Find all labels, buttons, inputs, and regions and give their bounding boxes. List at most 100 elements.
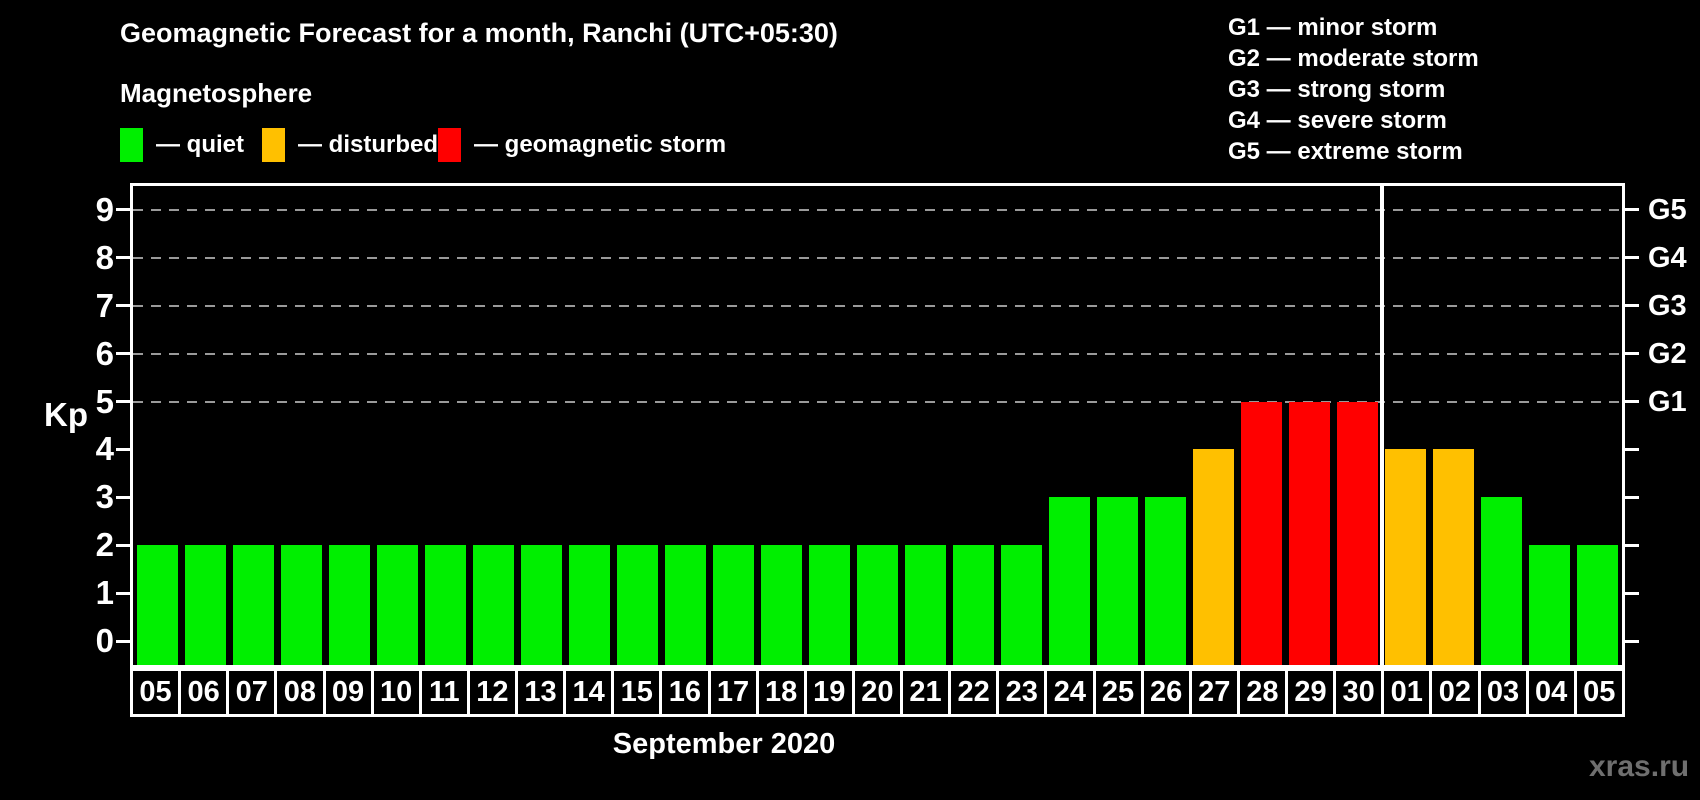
kp-bar <box>1097 497 1139 665</box>
y-axis-tick-label: 1 <box>95 574 114 612</box>
y-axis-tick-right <box>1625 256 1639 260</box>
g-axis-label: G3 <box>1648 289 1687 322</box>
x-axis-date-cell: 10 <box>370 668 422 717</box>
kp-bar <box>953 545 995 665</box>
g-axis-label: G5 <box>1648 193 1687 226</box>
x-axis-date-cell: 19 <box>803 668 855 717</box>
y-axis-tick-label: 5 <box>95 382 114 420</box>
y-axis-tick-left <box>116 400 130 404</box>
legend-swatch-geomagnetic-storm <box>438 128 461 162</box>
kp-bar <box>1577 545 1619 665</box>
x-axis-date-cell: 13 <box>515 668 567 717</box>
x-axis-date-cell: 01 <box>1381 668 1433 717</box>
kp-bar <box>1529 545 1571 665</box>
x-axis-date-cell: 05 <box>1573 668 1625 717</box>
x-axis-date-cell: 29 <box>1285 668 1337 717</box>
y-axis-tick-label: 4 <box>95 430 114 468</box>
y-axis-tick-right <box>1625 304 1639 308</box>
gridline-kp5 <box>133 400 1622 403</box>
x-axis-date-cell: 24 <box>1044 668 1096 717</box>
kp-bar <box>520 545 562 665</box>
y-axis-tick-label: 3 <box>95 478 114 516</box>
x-axis-date-cell: 11 <box>418 668 470 717</box>
magnetosphere-legend: — quiet — disturbed — geomagnetic storm <box>0 128 1700 168</box>
y-axis-tick-left <box>116 591 130 595</box>
kp-bar <box>856 545 898 665</box>
kp-bar <box>1433 449 1475 665</box>
kp-bar <box>568 545 610 665</box>
legend-item: — disturbed <box>262 128 438 162</box>
kp-bar <box>232 545 274 665</box>
kp-bar <box>1289 401 1331 665</box>
y-axis-tick-left <box>116 352 130 356</box>
y-axis-tick-label: 7 <box>95 286 114 324</box>
kp-bar <box>1481 497 1523 665</box>
x-axis-date-cell: 27 <box>1188 668 1240 717</box>
kp-bar <box>1145 497 1187 665</box>
y-axis-tick-left <box>116 304 130 308</box>
y-axis-tick-right <box>1625 543 1639 547</box>
y-axis-tick-left <box>116 495 130 499</box>
g-axis-label: G1 <box>1648 385 1687 418</box>
x-axis-date-cell: 02 <box>1429 668 1481 717</box>
x-axis-date-cell: 18 <box>755 668 807 717</box>
x-axis-date-cell: 04 <box>1525 668 1577 717</box>
g-legend-line: G3 — strong storm <box>1228 76 1446 103</box>
chart-subtitle: Magnetosphere <box>120 78 313 108</box>
kp-bar <box>664 545 706 665</box>
gridline-kp8 <box>133 256 1622 259</box>
x-axis-date-cell: 16 <box>659 668 711 717</box>
x-axis-date-cell: 23 <box>996 668 1048 717</box>
y-axis-tick-label: 9 <box>95 190 114 228</box>
legend-label: — quiet <box>156 131 244 158</box>
kp-bar <box>1193 449 1235 665</box>
x-axis-date-cell: 12 <box>466 668 518 717</box>
legend-label: — disturbed <box>298 131 439 158</box>
gridline-kp7 <box>133 304 1622 307</box>
x-axis-date-cell: 30 <box>1333 668 1385 717</box>
plot-area <box>130 183 1625 668</box>
kp-bar <box>760 545 802 665</box>
x-axis-date-cell: 25 <box>1092 668 1144 717</box>
y-axis-tick-label: 0 <box>95 622 114 660</box>
y-axis-tick-left <box>116 208 130 212</box>
x-axis-title: September 2020 <box>612 728 836 760</box>
kp-bar <box>712 545 754 665</box>
gridline-kp9 <box>133 208 1622 211</box>
chart-title: Geomagnetic Forecast for a month, Ranchi… <box>120 18 838 48</box>
legend-swatch-quiet <box>120 128 143 162</box>
g-axis-label: G4 <box>1648 241 1687 274</box>
kp-bar <box>808 545 850 665</box>
kp-bar <box>1049 497 1091 665</box>
y-axis-tick-right <box>1625 591 1639 595</box>
x-axis-date-cell: 17 <box>707 668 759 717</box>
y-axis-tick-left <box>116 256 130 260</box>
x-axis-date-cell: 21 <box>900 668 952 717</box>
legend-label: — geomagnetic storm <box>474 131 727 158</box>
kp-bar <box>1337 401 1379 665</box>
x-axis-date-cell: 22 <box>948 668 1000 717</box>
y-axis-tick-right <box>1625 352 1639 356</box>
x-axis-date-cell: 03 <box>1477 668 1529 717</box>
x-axis-date-cell: 14 <box>563 668 615 717</box>
kp-bar <box>616 545 658 665</box>
g-legend-line: G1 — minor storm <box>1228 14 1438 41</box>
g-scale-legend: G1 — minor storm G2 — moderate storm G3 — … <box>1228 12 1479 167</box>
y-axis-tick-right <box>1625 208 1639 212</box>
x-axis-date-cell: 20 <box>851 668 903 717</box>
y-axis-tick-left <box>116 639 130 643</box>
x-axis-date-cell: 15 <box>611 668 663 717</box>
month-boundary-line <box>1379 186 1384 665</box>
legend-item: — quiet <box>120 128 244 162</box>
kp-bar <box>1001 545 1043 665</box>
g-legend-line: G4 — severe storm <box>1228 107 1447 134</box>
legend-swatch-disturbed <box>262 128 285 162</box>
y-axis-tick-label: 6 <box>95 334 114 372</box>
kp-bar <box>376 545 418 665</box>
x-axis-date-cell: 05 <box>130 668 182 717</box>
y-axis-title: Kp <box>44 396 88 433</box>
kp-bar <box>328 545 370 665</box>
g-legend-line: G2 — moderate storm <box>1228 45 1479 72</box>
x-axis-date-cell: 08 <box>274 668 326 717</box>
g-axis-label: G2 <box>1648 337 1687 370</box>
